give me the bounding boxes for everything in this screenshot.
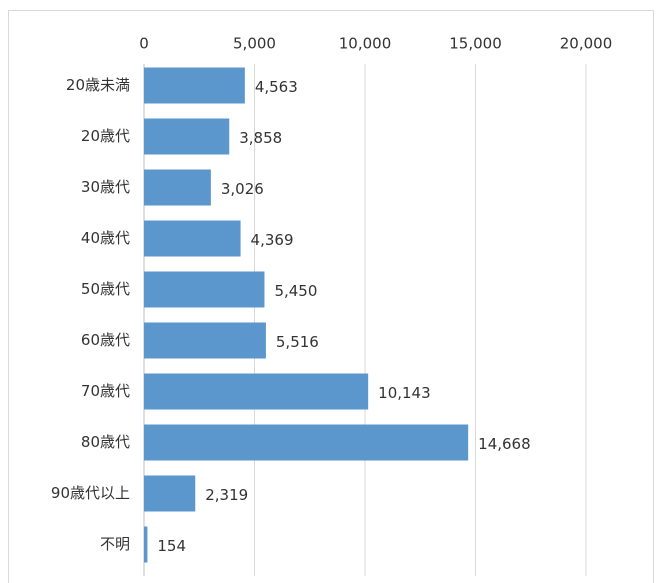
- y-tick-label: 20歳代: [81, 127, 130, 145]
- value-label: 5,450: [274, 282, 317, 300]
- y-tick-label: 50歳代: [81, 280, 130, 298]
- y-tick-label: 90歳代以上: [51, 484, 130, 502]
- bar: [144, 322, 266, 359]
- y-tick-label: 不明: [100, 535, 130, 553]
- y-tick-label: 20歳未満: [66, 76, 130, 94]
- bar: [144, 373, 369, 410]
- y-tick-label: 70歳代: [81, 382, 130, 400]
- bar: [144, 424, 469, 461]
- value-label: 3,858: [239, 129, 282, 147]
- value-label: 4,563: [255, 78, 298, 96]
- value-label: 14,668: [478, 435, 531, 453]
- y-tick-label: 40歳代: [81, 229, 130, 247]
- value-label: 3,026: [221, 180, 264, 198]
- bar: [144, 67, 245, 104]
- value-label: 154: [157, 537, 186, 555]
- y-tick-label: 80歳代: [81, 433, 130, 451]
- bar: [144, 526, 148, 563]
- value-label: 10,143: [378, 384, 431, 402]
- x-tick-label: 10,000: [339, 35, 392, 53]
- value-label: 2,319: [205, 486, 248, 504]
- x-tick-label: 20,000: [560, 35, 613, 53]
- value-label: 4,369: [251, 231, 294, 249]
- bar: [144, 475, 196, 512]
- bar: [144, 118, 230, 155]
- x-tick-label: 0: [139, 35, 149, 53]
- x-tick-label: 15,000: [449, 35, 502, 53]
- value-label: 5,516: [276, 333, 319, 351]
- y-tick-label: 60歳代: [81, 331, 130, 349]
- y-tick-label: 30歳代: [81, 178, 130, 196]
- chart-border: [8, 10, 654, 583]
- bar: [144, 271, 265, 308]
- x-tick-label: 5,000: [233, 35, 276, 53]
- bar: [144, 220, 241, 257]
- bar: [144, 169, 211, 206]
